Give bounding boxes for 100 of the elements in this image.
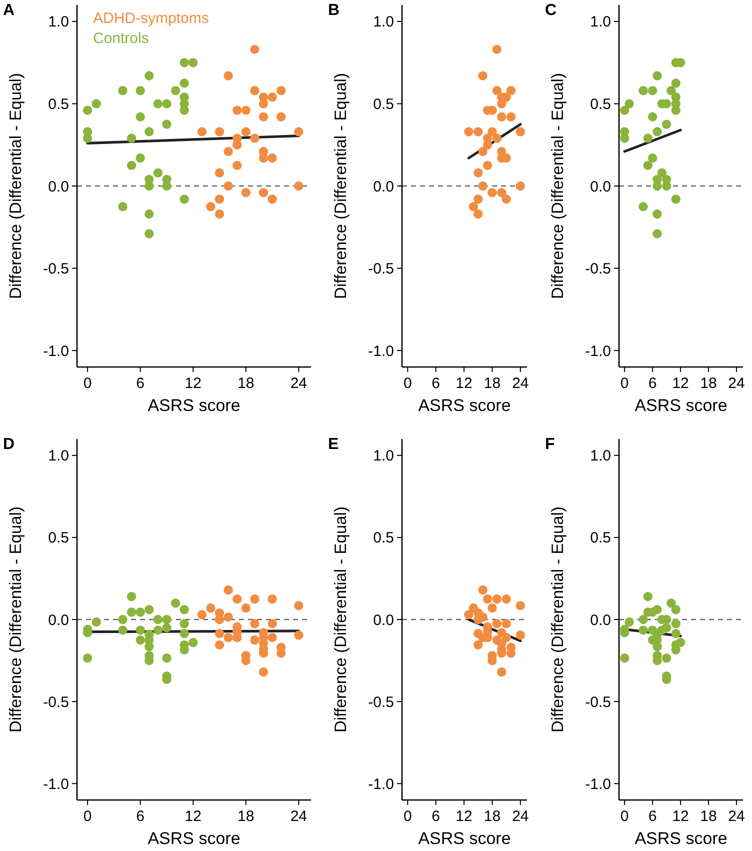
y-tick-label: 0.5 <box>590 530 611 547</box>
point <box>126 592 136 602</box>
x-tick-label: 24 <box>728 808 745 825</box>
x-tick-label: 0 <box>83 375 92 392</box>
point <box>662 181 672 191</box>
point <box>214 614 224 624</box>
x-tick-label: 0 <box>620 808 629 825</box>
point <box>492 86 502 96</box>
point <box>474 640 483 650</box>
x-tick-label: 24 <box>512 808 529 825</box>
point <box>224 181 233 191</box>
point <box>294 127 304 136</box>
point <box>516 630 526 640</box>
point <box>180 58 189 68</box>
point <box>666 86 676 96</box>
point <box>268 92 277 102</box>
point <box>214 640 224 650</box>
y-tick-label: 0.0 <box>373 178 394 196</box>
point <box>492 594 502 604</box>
point <box>224 612 233 622</box>
point <box>153 626 163 635</box>
y-tick-label: 1.0 <box>48 14 69 31</box>
point <box>162 653 172 663</box>
point <box>250 619 260 628</box>
point <box>662 653 672 663</box>
point <box>516 181 526 191</box>
y-tick-label: -0.5 <box>585 694 611 711</box>
point <box>294 600 304 610</box>
x-tick-label: 6 <box>432 808 440 825</box>
point <box>214 168 224 178</box>
y-axis-title: Difference (Differential - Equal) <box>332 506 350 732</box>
y-axis-title: Difference (Differential - Equal) <box>549 506 567 732</box>
point <box>180 78 189 88</box>
point <box>638 614 648 624</box>
point <box>638 202 648 212</box>
point <box>232 594 242 604</box>
x-tick-label: 12 <box>672 375 689 392</box>
point <box>268 619 277 628</box>
point <box>502 194 511 204</box>
x-tick-label: 24 <box>290 375 308 392</box>
point <box>516 127 526 136</box>
point <box>666 598 676 608</box>
point <box>497 112 506 122</box>
point <box>250 86 260 96</box>
point <box>294 181 304 191</box>
x-axis-title: ASRS score <box>148 396 240 415</box>
x-axis-title: ASRS score <box>634 396 728 415</box>
point <box>180 605 189 614</box>
point <box>197 610 207 620</box>
point <box>82 134 92 143</box>
y-tick-label: 0.5 <box>590 96 611 113</box>
point <box>474 127 483 136</box>
point <box>657 168 666 178</box>
x-tick-label: 18 <box>238 375 254 392</box>
point <box>482 140 492 150</box>
y-tick-label: -0.5 <box>585 260 611 278</box>
y-tick-label: -1.0 <box>368 342 394 360</box>
x-tick-label: 6 <box>648 375 657 392</box>
y-tick-label: 0.5 <box>373 530 394 547</box>
x-tick-label: 24 <box>512 375 529 392</box>
point <box>241 106 250 115</box>
point <box>144 209 154 219</box>
point <box>478 181 488 191</box>
point <box>488 127 497 136</box>
point <box>153 99 163 108</box>
x-axis-title: ASRS score <box>418 396 511 415</box>
point <box>662 120 672 129</box>
y-axis-title: Difference (Differential - Equal) <box>549 73 567 299</box>
point <box>118 202 128 212</box>
point <box>652 229 662 238</box>
point <box>474 168 483 178</box>
point <box>82 653 92 663</box>
point <box>241 603 250 613</box>
point <box>497 188 506 198</box>
point <box>170 86 180 96</box>
x-tick-label: 12 <box>184 808 202 825</box>
point <box>258 188 268 198</box>
point <box>652 127 662 136</box>
point <box>492 619 502 628</box>
point <box>92 617 101 627</box>
point <box>258 667 268 677</box>
point <box>676 638 686 648</box>
point <box>276 112 286 122</box>
x-tick-label: 12 <box>184 375 202 392</box>
y-axis-title: Difference (Differential - Equal) <box>7 506 25 732</box>
y-tick-label: 0.0 <box>373 612 394 629</box>
point <box>502 594 511 604</box>
y-tick-label: 1.0 <box>373 14 394 31</box>
point <box>643 134 652 143</box>
chart-title: D <box>3 436 15 453</box>
point <box>214 628 224 638</box>
point <box>162 99 172 108</box>
point <box>268 153 277 163</box>
x-tick-label: 0 <box>403 375 412 392</box>
point <box>241 188 250 198</box>
point <box>144 642 154 652</box>
point <box>206 202 216 212</box>
x-tick-label: 12 <box>672 808 689 825</box>
y-tick-label: -1.0 <box>585 776 611 793</box>
point <box>224 146 233 156</box>
